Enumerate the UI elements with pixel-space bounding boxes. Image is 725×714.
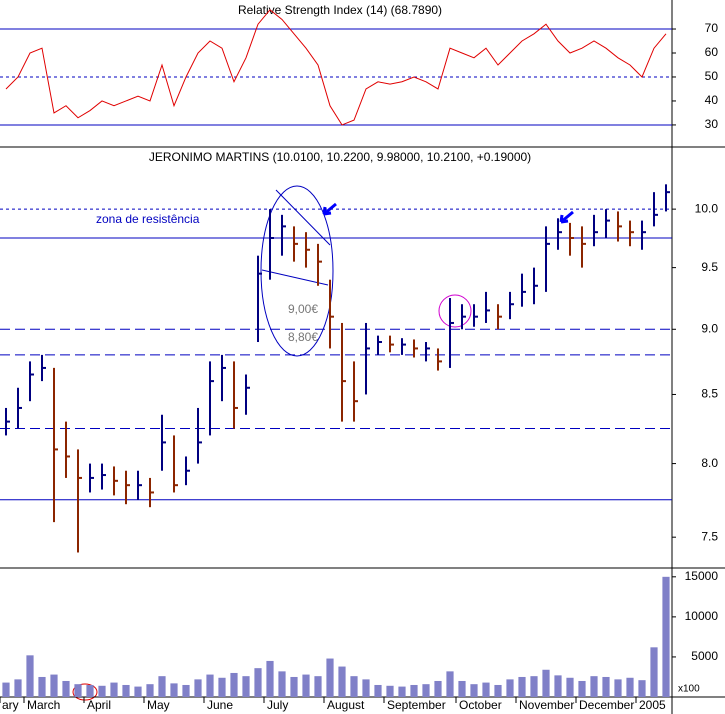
volume-bar: [410, 684, 418, 697]
x-tick-label: December: [579, 698, 634, 712]
x-tick-label: June: [207, 698, 233, 712]
volume-bar: [86, 684, 94, 697]
volume-bar: [278, 671, 286, 697]
x-tick-label: September: [387, 698, 446, 712]
volume-bar: [170, 683, 178, 697]
x-tick-label: November: [519, 698, 574, 712]
arrow: [559, 210, 574, 224]
y-tick-label: 9.0: [701, 321, 718, 335]
y-tick-label: 15000: [685, 569, 719, 583]
volume-bar: [230, 672, 238, 697]
rsi-line: [5, 9, 667, 126]
x-tick-label: April: [87, 698, 111, 712]
x-tick-label: 2005: [639, 698, 666, 712]
unit-label: x100: [678, 684, 700, 695]
volume-bar: [266, 660, 274, 697]
highlight-ellipse: [260, 185, 334, 357]
volume-bar: [626, 677, 634, 697]
volume-bar: [326, 658, 334, 697]
x-tick-label: July: [267, 698, 288, 712]
y-tick-label: 50: [705, 69, 719, 83]
volume-bar: [110, 682, 118, 697]
volume-bar: [314, 676, 322, 697]
volume-bar: [338, 666, 346, 697]
volume-bar: [122, 684, 130, 697]
rsi-title: Relative Strength Index (14) (68.7890): [238, 3, 442, 17]
volume-bar: [38, 676, 46, 697]
x-tick-label: August: [327, 698, 365, 712]
volume-bar: [518, 676, 526, 697]
y-tick-label: 8.0: [701, 456, 718, 470]
volume-bar: [458, 680, 466, 697]
volume-bar: [350, 676, 358, 697]
highlight-circle: [72, 683, 98, 701]
volume-bar: [2, 682, 10, 697]
highlight-circle: [438, 294, 472, 328]
y-tick-label: 7.5: [701, 529, 718, 543]
volume-bar: [566, 677, 574, 697]
volume-bar: [614, 679, 622, 697]
volume-bar: [302, 674, 310, 697]
volume-bar: [374, 684, 382, 697]
y-tick-label: 8.5: [701, 387, 718, 401]
volume-bar: [62, 680, 70, 697]
volume-bar: [482, 682, 490, 697]
volume-bar: [590, 676, 598, 697]
volume-bar: [446, 671, 454, 697]
y-tick-label: 60: [705, 45, 719, 59]
volume-bar: [638, 680, 646, 697]
volume-bar: [650, 647, 658, 697]
volume-bar: [50, 674, 58, 697]
volume-bar: [434, 680, 442, 697]
volume-bar: [206, 674, 214, 697]
y-tick-label: 5000: [691, 649, 718, 663]
volume-bar: [218, 677, 226, 697]
price-title: JERONIMO MARTINS (10.0100, 10.2200, 9.98…: [149, 150, 531, 164]
volume-bar: [290, 676, 298, 697]
x-tick-label: March: [27, 698, 60, 712]
volume-bar: [146, 684, 154, 697]
annotation: 8,80€: [288, 330, 318, 344]
volume-bar: [386, 685, 394, 697]
annotation: 9,00€: [288, 302, 318, 316]
volume-bar: [26, 655, 34, 697]
volume-bar: [98, 685, 106, 697]
y-tick-label: 9.5: [701, 260, 718, 274]
volume-bar: [602, 676, 610, 697]
y-tick-label: 70: [705, 21, 719, 35]
volume-bar: [158, 676, 166, 697]
volume-bar: [554, 675, 562, 697]
volume-bar: [506, 679, 514, 697]
volume-bar: [578, 680, 586, 697]
volume-bar: [542, 669, 550, 697]
volume-bar: [254, 668, 262, 697]
volume-bar: [242, 676, 250, 697]
y-tick-label: 10.0: [695, 201, 719, 215]
y-tick-label: 40: [705, 93, 719, 107]
volume-bar: [134, 686, 142, 697]
x-tick-label: May: [147, 698, 170, 712]
x-tick-label: October: [459, 698, 502, 712]
y-tick-label: 10000: [685, 609, 719, 623]
y-tick-label: 30: [705, 117, 719, 131]
annotation: zona de resistência: [96, 212, 200, 226]
volume-bar: [422, 684, 430, 697]
volume-bar: [662, 576, 670, 697]
volume-bar: [470, 684, 478, 697]
volume-bar: [530, 676, 538, 697]
volume-bar: [494, 684, 502, 697]
volume-bar: [362, 679, 370, 697]
volume-bar: [74, 684, 82, 697]
volume-bar: [194, 679, 202, 697]
volume-bar: [14, 679, 22, 697]
volume-bar: [398, 686, 406, 697]
x-tick-label: ary: [2, 698, 19, 712]
volume-bar: [182, 684, 190, 697]
